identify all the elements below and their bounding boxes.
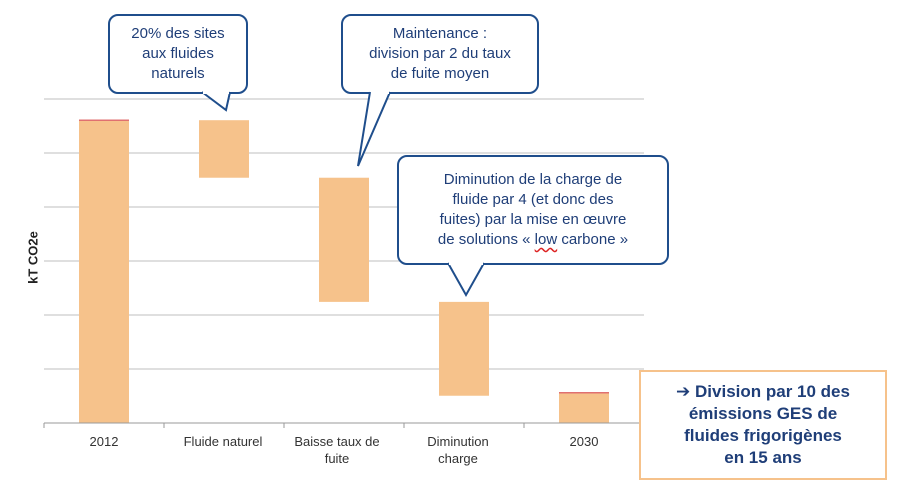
callout-diminution-charge-pointer [447, 261, 485, 298]
callout-diminution-charge-text: Diminution de la charge de fluide par 4 … [437, 171, 627, 248]
category-label-2012: 2012 [89, 434, 119, 449]
callout-fluide-naturel-pointer [201, 90, 231, 112]
bar-diminution-charge [439, 301, 489, 396]
bar-2030 [559, 392, 609, 423]
callout-fluide-naturel: 20% des sites aux fluides naturels [108, 14, 248, 94]
bar-fluide-naturel [199, 120, 249, 178]
callout-maintenance-pointer [357, 90, 391, 167]
y-axis-label: kT CO2e [25, 231, 41, 284]
category-label-diminution-charge: Diminution charge [427, 434, 489, 466]
category-label-2030: 2030 [569, 434, 599, 449]
arrow-icon: ➔ [676, 382, 691, 401]
conclusion-text: Division par 10 des émissions GES de flu… [684, 382, 850, 467]
callout-maintenance-text: Maintenance : division par 2 du taux de … [369, 25, 511, 82]
bar-2012 [79, 120, 129, 423]
callout-diminution-charge-text-end: carbone » [557, 231, 629, 248]
callout-maintenance: Maintenance : division par 2 du taux de … [341, 14, 539, 94]
bar-baisse-taux-de-fuite [319, 177, 369, 302]
callout-fluide-naturel-text: 20% des sites aux fluides naturels [131, 25, 225, 82]
callout-diminution-charge-underlined: low [534, 231, 558, 248]
conclusion-box: ➔ Division par 10 des émissions GES de f… [639, 370, 887, 480]
category-label-fluide-naturel: Fluide naturel [183, 434, 263, 449]
category-label-baisse-taux-de-fuite: Baisse taux de fuite [294, 434, 380, 466]
callout-diminution-charge: Diminution de la charge de fluide par 4 … [397, 155, 669, 265]
